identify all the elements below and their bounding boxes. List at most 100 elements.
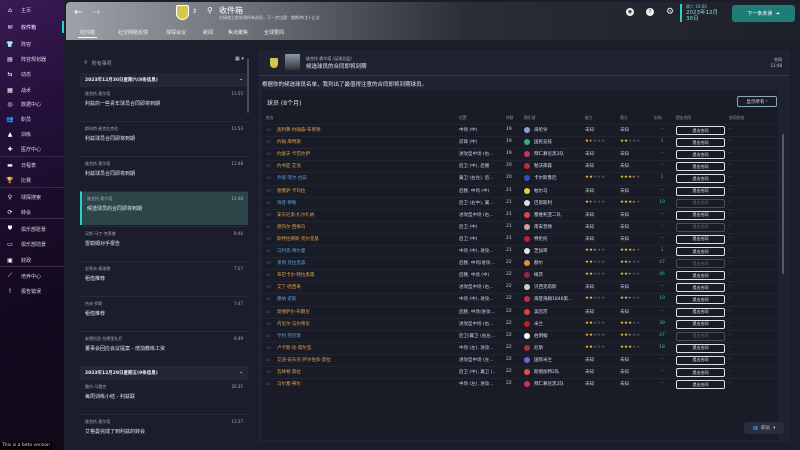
player-club[interactable]: 国际米兰	[534, 357, 552, 363]
table-row[interactable]: CS 莱恩·克拉克森 后腰, 中场/进攻... 22 赫尔 ★★★★★ ★★★★★ 47 提出合…	[262, 257, 778, 269]
sidebar-item-8[interactable]: ▲ 训练	[0, 127, 64, 141]
sidebar-item-6[interactable]: ◎ 数据中心	[0, 97, 64, 111]
player-name[interactable]: 德内尔·西梅乌	[277, 224, 306, 230]
message-item[interactable]: 汉斯-马丁·克莱普 8:46 雷勒姆对手报告	[80, 226, 248, 260]
offer-contract-button[interactable]: 提出合同	[676, 126, 725, 135]
tab-0[interactable]: 收件箱	[77, 30, 98, 38]
sidebar-item-15[interactable]: ▭ 俱乐部前景	[0, 237, 64, 251]
player-name[interactable]: 约翰·库特斯	[277, 140, 301, 146]
player-club[interactable]: 海伦导	[534, 128, 548, 133]
table-row[interactable]: CS 斯特拉蒂斯·克尔克基 后卫 (中) 21 特伦托 未知 未知 - 提出合同 -	[262, 232, 778, 245]
player-club[interactable]: 芝加哥	[534, 249, 548, 254]
player-name[interactable]: 内尼尔·马尔蒂尼	[277, 321, 310, 327]
player-name[interactable]: 莱恩·克拉克森	[277, 261, 306, 267]
offer-contract-button[interactable]: 提出合同	[676, 355, 725, 365]
table-row[interactable]: CS 海登·穆勒 后卫 (右中), 翼... 21 巴恩斯利 ★★★★★ ★★★★★ 19 提出…	[262, 196, 778, 209]
column-header[interactable]: 年龄	[506, 115, 514, 120]
message-item[interactable]: 雷内·马雷克 20:35 每周训练小结 - 利兹联	[80, 379, 248, 413]
search-icon[interactable]: ⚲	[207, 6, 213, 15]
player-club[interactable]: 拜仁慕尼黑2队	[534, 152, 564, 158]
show-all-button[interactable]: 显示所有 ›	[737, 96, 777, 107]
player-club[interactable]: 海登海姆1846第...	[534, 297, 573, 303]
message-search[interactable]: ⚲ 所有事项	[84, 56, 234, 70]
player-name[interactable]: 安东尼奥·扎尔扎纳	[277, 212, 315, 218]
offer-contract-button[interactable]: 提出合同	[676, 307, 725, 317]
column-header[interactable]: 合同状态	[729, 115, 745, 120]
date-group-header[interactable]: 2023年12月30日星期六(8条信息) ⌄	[80, 73, 248, 86]
player-name[interactable]: 卢卡斯·达·席尔瓦	[277, 345, 312, 351]
tab-3[interactable]: 新闻	[203, 30, 214, 36]
player-club[interactable]: 特伦托	[534, 236, 548, 242]
player-name[interactable]: 海登·穆勒	[277, 200, 297, 206]
back-icon[interactable]: ←	[74, 7, 83, 18]
column-header[interactable]: 提出合同	[676, 115, 692, 120]
sidebar-item-2[interactable]: 👕 阵容	[0, 37, 64, 51]
sidebar-item-16[interactable]: ▣ 财政	[0, 253, 64, 267]
player-club[interactable]: 美因茨	[534, 309, 548, 315]
sidebar-item-0[interactable]: ⌂ 主页	[0, 3, 64, 17]
network-icon[interactable]: ◉	[626, 8, 634, 16]
date-group-header[interactable]: 2023年12月29日星期五(9条信息) ⌄	[80, 366, 248, 379]
player-club[interactable]: 巴恩斯利	[534, 200, 552, 206]
column-header[interactable]: 能力	[585, 115, 593, 120]
tab-4[interactable]: 焦点聚焦	[228, 30, 249, 36]
table-row[interactable]: CS 约翰·库特斯 前锋 (中) 19 国民竞技 ★★★★★ ★★★★★ 1 提出合同 -	[262, 136, 778, 148]
offer-contract-button[interactable]: 提出合同	[676, 295, 725, 305]
player-name[interactable]: 乔恩·菲尔·古兹	[277, 176, 307, 182]
offer-contract-button[interactable]: 提出合同	[676, 234, 725, 244]
player-name[interactable]: 布巴卡尔·特拉奥雷	[277, 273, 315, 279]
offer-contract-button[interactable]: 提出合同	[676, 186, 725, 196]
message-list-scrollbar[interactable]	[247, 58, 249, 113]
offer-contract-button[interactable]: 提出合同	[676, 319, 725, 329]
player-name[interactable]: 奥利弗·约翰森-布莱德	[277, 128, 321, 133]
player-name[interactable]: 瓦林顿·莫拉	[277, 370, 301, 375]
sidebar-item-7[interactable]: 👥 职员	[0, 112, 64, 126]
player-name[interactable]: 莫德萨尔·布朗尼	[277, 309, 310, 315]
table-row[interactable]: CS 亨利·劳伦斯 后卫/翼卫 (右左... 22 伯明翰 ★★★★★ ★★★★★ 47 提出合…	[262, 329, 778, 342]
offer-contract-button[interactable]: 提出合同	[676, 210, 725, 220]
column-header[interactable]: 俱乐部	[524, 115, 536, 120]
player-club[interactable]: 贝西克塔斯	[534, 285, 557, 291]
message-item[interactable]: 维克托·奥尔塔 11:27 艾格曼完成了到利兹的转会	[80, 414, 248, 448]
table-row[interactable]: CS 瓦林顿·莫拉 后卫 (中), 翼卫 (... 22 斯图加特2队 未知 未知 - 提出合同…	[262, 366, 778, 378]
table-row[interactable]: CS 艾丁·哈西奇 进攻型中场 (右... 22 贝西克塔斯 未知 未知 - 提出合同 -	[262, 281, 778, 293]
filter-dropdown[interactable]: ▦ ▾	[235, 56, 244, 62]
player-name[interactable]: 斯特拉蒂斯·克尔克基	[277, 236, 319, 242]
table-scrollbar[interactable]	[782, 134, 784, 274]
message-item[interactable]: 杰米·罗斯 7:47 租借推荐	[80, 296, 248, 330]
player-name[interactable]: 马利克·蒂尔曼	[277, 249, 306, 254]
tab-1[interactable]: 社交网络反馈	[118, 30, 149, 36]
sidebar-item-12[interactable]: ⚲ 球探搜索	[0, 190, 64, 204]
player-name[interactable]: 康纳·诺斯	[277, 297, 297, 303]
player-name[interactable]: 艾丁·哈西奇	[277, 285, 301, 291]
table-row[interactable]: CS 约书亚·艾洛 后卫 (中), 后腰 20 勒沃库森 未知 未知 - 提出合同 -	[262, 160, 778, 172]
offer-contract-button[interactable]: 提出合同	[676, 162, 725, 172]
message-item[interactable]: 史蒂夫·谢泼德 7:57 租借推荐	[80, 261, 248, 295]
player-name[interactable]: 亨利·劳伦斯	[277, 333, 301, 339]
forward-icon[interactable]: →	[92, 7, 101, 18]
table-row[interactable]: CS 马利克·蒂尔曼 中场 (中), 进攻... 21 芝加哥 ★★★★★ ★★★★★ 1 提出…	[262, 245, 778, 257]
offer-contract-button[interactable]: 提出合同	[676, 174, 725, 184]
column-header[interactable]: 潜力	[620, 115, 628, 120]
tab-5[interactable]: 全球要闻	[264, 30, 285, 36]
table-row[interactable]: CS 乔恩·菲尔·古兹 翼卫 (右左), 后... 20 卡尔斯鲁厄 ★★★★★ ★★★★★…	[262, 172, 778, 184]
player-club[interactable]: 国民竞技	[534, 140, 552, 146]
message-item[interactable]: 维克托·奥尔塔 11:48 候选球员的合同即将到期	[80, 191, 248, 225]
staff-button[interactable]: 👥 职员 ▾	[744, 422, 784, 434]
offer-contract-button[interactable]: 提出合同	[676, 150, 725, 160]
sidebar-item-10[interactable]: ▬ 日程表	[0, 158, 64, 172]
sidebar-item-13[interactable]: ⟳ 转会	[0, 205, 64, 219]
table-row[interactable]: CS 康纳·诺斯 中场 (中), 进攻... 22 海登海姆1846第... ★★★★★ ★…	[262, 293, 778, 305]
player-club[interactable]: 梅茨	[534, 273, 543, 279]
player-club[interactable]: 卡尔斯鲁厄	[534, 176, 557, 182]
message-item[interactable]: 维克托·奥尔塔 11:55 利兹的一些青年球员合同即将到期	[80, 86, 248, 120]
sidebar-item-14[interactable]: ⛊ 俱乐部愿景	[0, 222, 64, 236]
offer-contract-button[interactable]: 提出合同	[676, 380, 725, 390]
player-name[interactable]: 约瑟夫·卡巴达伊	[277, 152, 310, 158]
sidebar-item-5[interactable]: ▦ 战术	[0, 83, 64, 97]
table-row[interactable]: CS 卢卡斯·达·席尔瓦 中场 (左), 进攻... 22 尼斯 ★★★★★ ★★★★★ 18…	[262, 341, 778, 354]
sidebar-item-11[interactable]: 🏆 比赛	[0, 173, 64, 187]
player-club[interactable]: 塞维利亚二队	[534, 212, 561, 218]
tab-2[interactable]: 球探会议	[166, 30, 187, 36]
message-item[interactable]: 安德烈亚·拉德里扎尼 6:49 董事会回应会议提案 - 增加教练工资	[80, 331, 248, 365]
